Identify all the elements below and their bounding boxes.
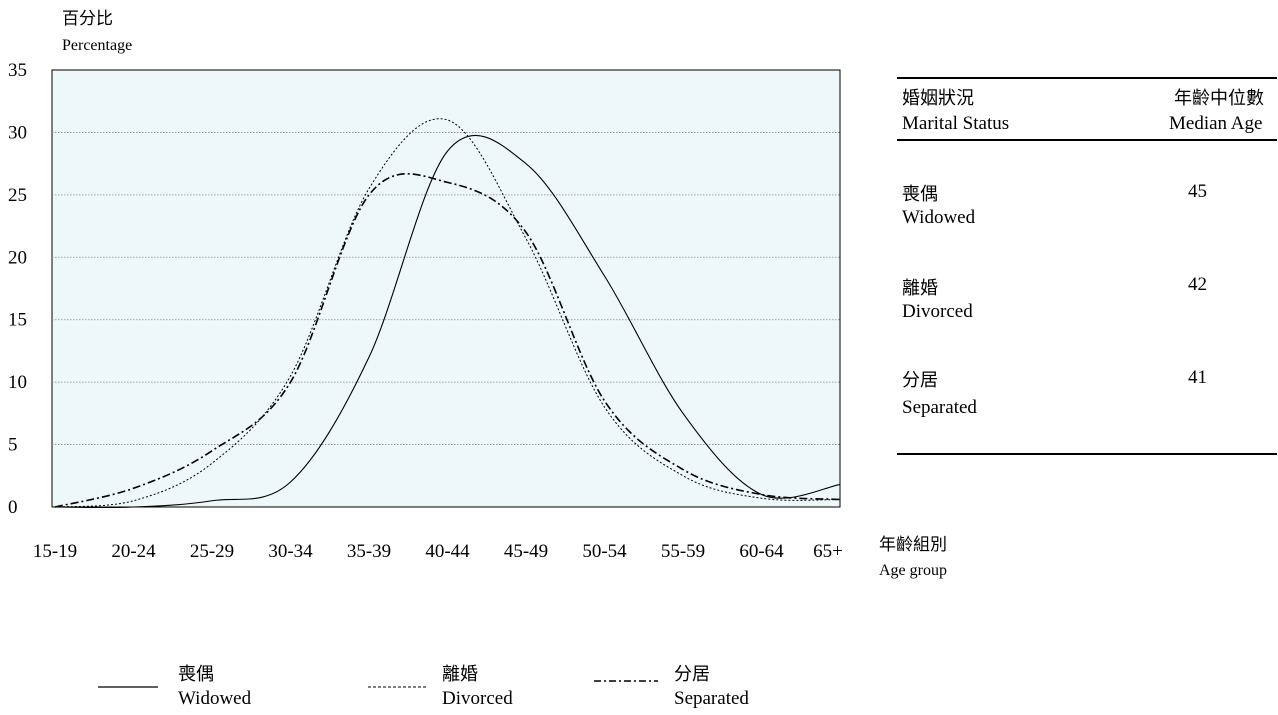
table-row-separated-age: 41	[1188, 367, 1207, 388]
table-row-widowed-age: 45	[1188, 181, 1207, 202]
x-axis-label-en: Age group	[879, 562, 947, 579]
legend-label-divorced-en: Divorced	[442, 688, 513, 709]
x-tick-label: 45-49	[504, 541, 548, 562]
y-tick-label: 20	[8, 247, 27, 268]
table-row-widowed-en: Widowed	[902, 207, 976, 228]
plot-area	[51, 69, 841, 508]
table-header-status-en: Marital Status	[902, 113, 1010, 134]
x-tick-label: 50-54	[582, 541, 627, 562]
table-row-widowed-cn: 喪偶	[902, 184, 938, 204]
y-tick-label: 30	[8, 122, 27, 143]
legend-label-separated-cn: 分居	[674, 664, 710, 684]
x-tick-label: 40-44	[425, 541, 470, 562]
x-tick-label: 35-39	[347, 541, 391, 562]
gridlines	[52, 132, 840, 445]
y-tick-label: 25	[8, 185, 27, 206]
table-header-status-cn: 婚姻狀況	[902, 88, 974, 108]
legend-label-divorced-cn: 離婚	[442, 664, 478, 684]
y-axis-label-en: Percentage	[62, 37, 133, 54]
y-tick-label: 10	[8, 372, 27, 393]
table-row-divorced-age: 42	[1188, 274, 1207, 295]
legend-swatch-widowed	[98, 686, 158, 688]
y-axis-label-cn: 百分比	[62, 9, 113, 28]
series-line-separated	[54, 172, 841, 508]
table-row-divorced-en: Divorced	[902, 301, 973, 322]
x-tick-label: 25-29	[190, 541, 234, 562]
x-tick-label: 60-64	[739, 541, 784, 562]
series-lines	[54, 118, 841, 509]
table-top-rule	[897, 77, 1277, 79]
table-row-separated-cn: 分居	[902, 370, 938, 390]
y-tick-labels: 35 30 25 20 15 10 5 0	[8, 60, 27, 518]
table-header-age-cn: 年齡中位數	[1174, 88, 1264, 108]
x-tick-label: 30-34	[268, 541, 313, 562]
table-row-divorced-cn: 離婚	[902, 278, 938, 298]
table-header-age-en: Median Age	[1169, 113, 1263, 134]
table-row-separated-en: Separated	[902, 397, 977, 418]
table-header-rule	[897, 139, 1277, 141]
legend-label-widowed-en: Widowed	[178, 688, 252, 709]
series-line-widowed	[54, 134, 841, 509]
x-axis-label-cn: 年齡組別	[879, 535, 947, 554]
x-tick-label: 15-19	[33, 541, 77, 562]
y-tick-label: 0	[8, 497, 18, 518]
legend-label-widowed-cn: 喪偶	[178, 664, 214, 684]
x-tick-label: 55-59	[661, 541, 705, 562]
legend-label-separated-en: Separated	[674, 688, 749, 709]
y-tick-label: 5	[8, 435, 18, 456]
x-tick-labels: 15-19 20-24 25-29 30-34 35-39 40-44 45-49 50-54…	[33, 541, 843, 562]
legend-swatch-divorced	[368, 686, 428, 688]
y-tick-label: 35	[8, 60, 27, 81]
x-tick-label: 20-24	[111, 541, 156, 562]
table-bottom-rule	[897, 453, 1277, 455]
x-tick-label: 65+	[813, 541, 843, 562]
y-tick-label: 15	[8, 310, 27, 331]
legend-swatch-separated	[594, 680, 658, 682]
